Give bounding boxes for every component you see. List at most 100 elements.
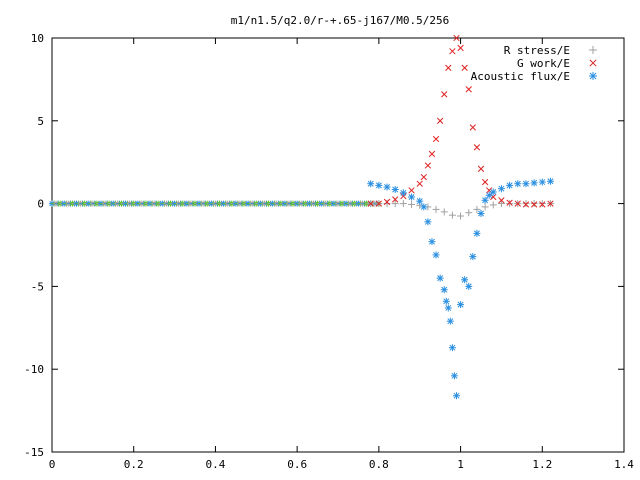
data-point xyxy=(391,200,399,208)
data-point xyxy=(444,304,452,312)
legend-marker xyxy=(589,59,597,67)
x-tick-label: 0.4 xyxy=(205,458,225,471)
data-point xyxy=(452,392,460,400)
x-tick-label: 0.6 xyxy=(287,458,307,471)
data-point xyxy=(440,286,448,294)
x-tick-label: 0.2 xyxy=(124,458,144,471)
data-point xyxy=(522,180,530,188)
plot-frame xyxy=(51,37,625,453)
x-tick-label: 1.2 xyxy=(532,458,552,471)
data-point xyxy=(383,198,391,206)
data-point xyxy=(375,181,383,189)
legend-marker xyxy=(589,46,597,54)
legend-label: R stress/E xyxy=(504,44,570,57)
data-point xyxy=(399,200,407,208)
data-point xyxy=(449,48,456,55)
data-point xyxy=(489,201,497,209)
data-point xyxy=(457,301,465,309)
data-point xyxy=(481,196,489,204)
data-point xyxy=(538,178,546,186)
data-point xyxy=(473,229,481,237)
data-point xyxy=(441,91,448,98)
x-tick-label: 0.8 xyxy=(369,458,389,471)
data-point xyxy=(481,203,489,211)
x-tick-label: 0 xyxy=(49,458,56,471)
y-tick-label: -5 xyxy=(31,280,44,293)
data-point xyxy=(391,186,399,194)
data-point xyxy=(477,165,485,172)
data-point xyxy=(453,34,460,42)
data-point xyxy=(399,189,407,197)
data-point xyxy=(432,205,440,213)
data-point xyxy=(408,200,416,208)
legend-label: Acoustic flux/E xyxy=(471,70,570,83)
data-point xyxy=(530,179,538,187)
data-point xyxy=(469,124,476,131)
baseline-markers xyxy=(49,200,382,207)
data-point xyxy=(448,344,456,352)
data-point xyxy=(522,201,530,208)
data-point xyxy=(530,201,538,208)
data-point xyxy=(473,205,481,213)
data-point xyxy=(450,372,458,380)
data-point xyxy=(546,177,554,185)
data-point xyxy=(367,180,375,188)
data-point xyxy=(432,251,440,259)
data-point xyxy=(375,200,383,207)
data-point xyxy=(461,64,468,71)
y-tick-label: -15 xyxy=(24,446,44,459)
y-tick-label: 10 xyxy=(31,32,44,45)
data-point xyxy=(530,200,538,208)
data-point xyxy=(469,253,477,261)
data-point xyxy=(481,178,489,186)
data-point xyxy=(424,162,432,169)
data-point xyxy=(408,187,415,194)
data-point xyxy=(489,188,497,196)
data-point xyxy=(497,185,505,193)
data-point xyxy=(547,200,554,207)
data-point xyxy=(514,200,521,207)
data-point xyxy=(436,274,444,282)
x-tick-label: 1.4 xyxy=(614,458,634,471)
data-point xyxy=(442,297,450,305)
data-point xyxy=(465,209,473,217)
series-acoustic-flux-e xyxy=(367,177,554,400)
data-point xyxy=(440,208,448,216)
data-point xyxy=(367,200,374,207)
data-point xyxy=(522,200,530,208)
chart-title: m1/n1.5/q2.0/r-+.65-j167/M0.5/256 xyxy=(231,14,450,27)
data-point xyxy=(420,173,427,181)
series-g-work-e xyxy=(367,34,554,208)
y-tick-label: -10 xyxy=(24,363,44,376)
data-point xyxy=(514,180,522,188)
data-point xyxy=(497,200,505,208)
data-point xyxy=(473,144,481,151)
data-point xyxy=(485,191,493,199)
x-tick-label: 1 xyxy=(457,458,464,471)
data-point xyxy=(408,193,416,201)
data-point xyxy=(506,200,514,208)
legend-label: G work/E xyxy=(517,57,570,70)
data-point xyxy=(432,135,440,143)
data-point xyxy=(465,86,472,93)
axis-ticks: 0 0.2 0.4 0.6 0.8 1 1.2 1.4 10 5 0 -5 -10 -15 xyxy=(24,32,634,471)
data-point xyxy=(539,201,546,208)
series-markers xyxy=(367,34,554,400)
data-point xyxy=(445,64,452,71)
data-point xyxy=(383,183,391,191)
data-point xyxy=(416,180,423,187)
series-r-stress-e xyxy=(367,200,554,220)
data-point xyxy=(416,197,424,205)
data-point xyxy=(477,210,485,218)
data-point xyxy=(506,181,514,189)
data-point xyxy=(392,196,399,203)
data-point xyxy=(457,212,465,220)
data-point xyxy=(538,200,546,208)
data-point xyxy=(428,150,436,158)
data-point xyxy=(420,203,428,211)
data-point xyxy=(465,282,473,290)
data-point xyxy=(498,197,505,204)
data-point xyxy=(446,317,454,325)
data-point xyxy=(448,211,456,219)
